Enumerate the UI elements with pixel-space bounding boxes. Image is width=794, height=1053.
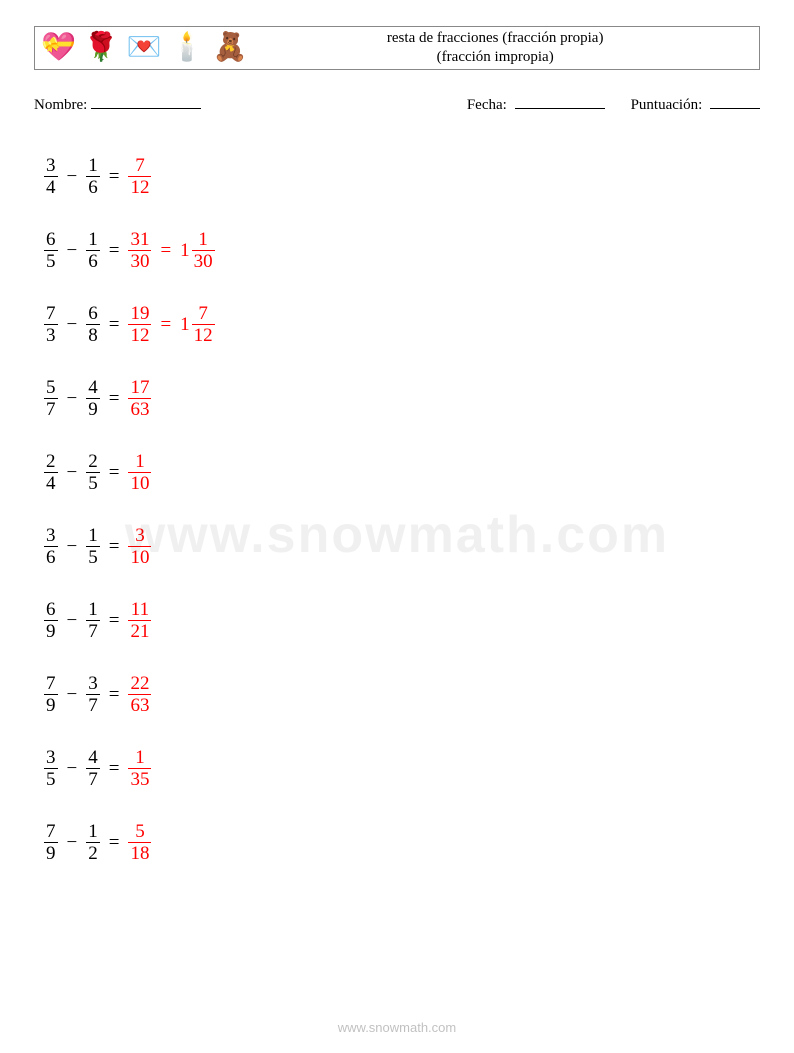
heart-lock-icon: 💝 (41, 34, 76, 62)
worksheet-title: resta de fracciones (fracción propia) (f… (247, 29, 753, 67)
minus-sign: − (64, 240, 81, 262)
problem-row: 36−15 =310 (44, 526, 760, 567)
minus-sign: − (64, 684, 81, 706)
equals-sign: = (157, 240, 174, 262)
problems-list: 34−16=71265−16=3130=113073−68=1912=17125… (34, 156, 760, 863)
answer: 3130 = 1130 (128, 230, 214, 271)
answer: 1121 (128, 600, 151, 641)
fraction: 12 (86, 822, 100, 863)
problem-row: 73−68=1912=1712 (44, 304, 760, 345)
answer: 1763 (128, 378, 151, 419)
title-line-2: (fracción impropia) (247, 48, 743, 67)
fraction: 15 (86, 526, 100, 567)
fraction: 130 (192, 230, 215, 271)
problem-row: 24−25 =110 (44, 452, 760, 493)
fraction: 17 (86, 600, 100, 641)
fraction: 68 (86, 304, 100, 345)
equals-sign: = (157, 314, 174, 336)
fraction: 65 (44, 230, 58, 271)
minus-sign: − (64, 166, 81, 188)
worksheet-page: 💝 🌹 💌 🕯️ 🧸 resta de fracciones (fracción pro… (0, 0, 794, 1053)
problem-row: 65−16=3130=1130 (44, 230, 760, 271)
fraction: 310 (128, 526, 151, 567)
calendar-heart-icon: 💌 (127, 34, 162, 62)
minus-sign: − (64, 758, 81, 780)
equals-sign: = (106, 610, 123, 632)
date-field: Fecha: (467, 94, 605, 114)
minus-sign: − (64, 388, 81, 410)
score-label: Puntuación: (631, 97, 703, 113)
date-label: Fecha: (467, 97, 507, 113)
meta-row: Nombre: Fecha: Puntuación: (34, 94, 760, 114)
fraction: 135 (128, 748, 151, 789)
date-blank[interactable] (515, 94, 605, 109)
minus-sign: − (64, 462, 81, 484)
header-box: 💝 🌹 💌 🕯️ 🧸 resta de fracciones (fracción pro… (34, 26, 760, 70)
problem-row: 69−17 =1121 (44, 600, 760, 641)
rose-icon: 🌹 (84, 34, 119, 62)
fraction: 16 (86, 230, 100, 271)
fraction: 712 (192, 304, 215, 345)
fraction: 47 (86, 748, 100, 789)
answer: 2263 (128, 674, 151, 715)
minus-sign: − (64, 314, 81, 336)
problem-row: 34−16 =712 (44, 156, 760, 197)
fraction: 79 (44, 822, 58, 863)
problem-row: 79−37 =2263 (44, 674, 760, 715)
mixed-number: 1130 (180, 230, 215, 271)
answer: 518 (128, 822, 151, 863)
equals-sign: = (106, 314, 123, 336)
fraction: 69 (44, 600, 58, 641)
problem-row: 57−49 =1763 (44, 378, 760, 419)
answer: 712 (128, 156, 151, 197)
problem-row: 35−47 =135 (44, 748, 760, 789)
equals-sign: = (106, 166, 123, 188)
fraction: 57 (44, 378, 58, 419)
header-icons: 💝 🌹 💌 🕯️ 🧸 (41, 34, 247, 62)
minus-sign: − (64, 610, 81, 632)
score-blank[interactable] (710, 94, 760, 109)
fraction: 712 (128, 156, 151, 197)
name-blank[interactable] (91, 94, 201, 109)
score-field: Puntuación: (631, 94, 760, 114)
candles-icon: 🕯️ (170, 34, 205, 62)
equals-sign: = (106, 832, 123, 854)
fraction: 110 (128, 452, 151, 493)
fraction: 1763 (128, 378, 151, 419)
equals-sign: = (106, 462, 123, 484)
teddy-bear-icon: 🧸 (213, 34, 248, 62)
fraction: 36 (44, 526, 58, 567)
fraction: 1121 (128, 600, 151, 641)
fraction: 16 (86, 156, 100, 197)
title-line-1: resta de fracciones (fracción propia) (247, 29, 743, 48)
fraction: 1912 (128, 304, 151, 345)
footer-url: www.snowmath.com (0, 1020, 794, 1035)
minus-sign: − (64, 832, 81, 854)
equals-sign: = (106, 240, 123, 262)
answer: 310 (128, 526, 151, 567)
fraction: 49 (86, 378, 100, 419)
fraction: 24 (44, 452, 58, 493)
equals-sign: = (106, 684, 123, 706)
name-label: Nombre: (34, 97, 87, 114)
answer: 1912 = 1712 (128, 304, 214, 345)
minus-sign: − (64, 536, 81, 558)
equals-sign: = (106, 536, 123, 558)
fraction: 518 (128, 822, 151, 863)
fraction: 79 (44, 674, 58, 715)
problem-row: 79−12 =518 (44, 822, 760, 863)
mixed-number: 1712 (180, 304, 215, 345)
fraction: 35 (44, 748, 58, 789)
answer: 135 (128, 748, 151, 789)
fraction: 2263 (128, 674, 151, 715)
equals-sign: = (106, 388, 123, 410)
fraction: 73 (44, 304, 58, 345)
fraction: 37 (86, 674, 100, 715)
fraction: 3130 (128, 230, 151, 271)
fraction: 34 (44, 156, 58, 197)
answer: 110 (128, 452, 151, 493)
equals-sign: = (106, 758, 123, 780)
name-field: Nombre: (34, 94, 201, 114)
fraction: 25 (86, 452, 100, 493)
